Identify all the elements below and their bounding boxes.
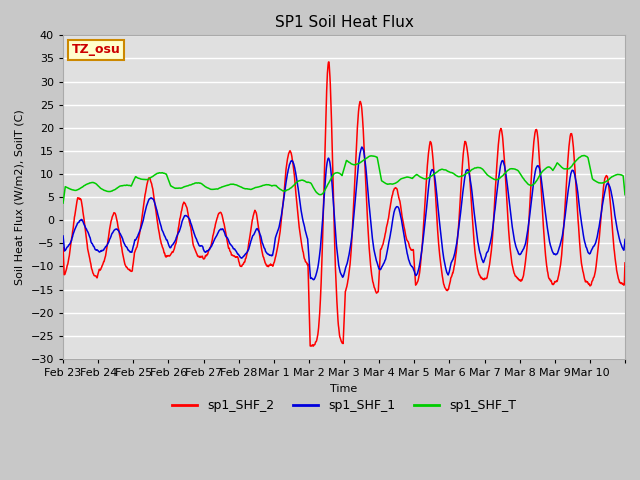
Y-axis label: Soil Heat Flux (W/m2), SoilT (C): Soil Heat Flux (W/m2), SoilT (C) [15,109,25,285]
Title: SP1 Soil Heat Flux: SP1 Soil Heat Flux [275,15,413,30]
Text: TZ_osu: TZ_osu [72,43,120,57]
Legend: sp1_SHF_2, sp1_SHF_1, sp1_SHF_T: sp1_SHF_2, sp1_SHF_1, sp1_SHF_T [167,395,521,418]
X-axis label: Time: Time [330,384,358,394]
